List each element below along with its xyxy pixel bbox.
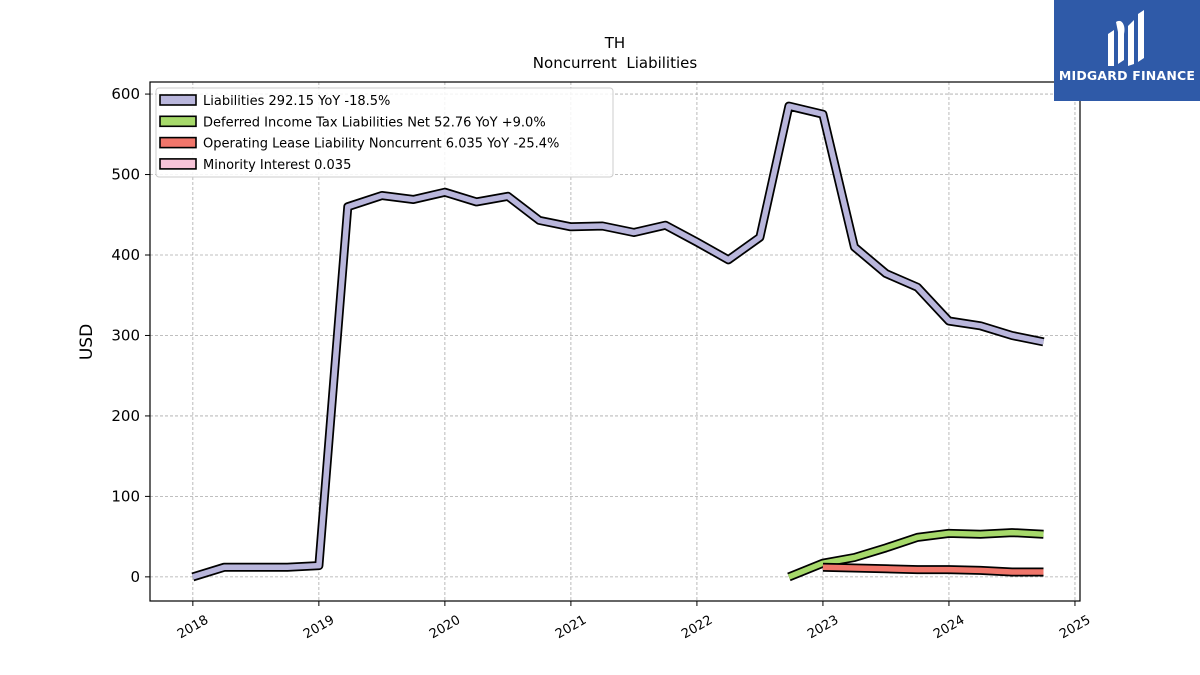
- legend-swatch: [159, 158, 197, 170]
- series-lines: [191, 101, 1045, 582]
- series-stroke: [822, 564, 1044, 575]
- legend-swatch: [159, 94, 197, 106]
- series-stroke: [191, 103, 1045, 580]
- series-line-1: [191, 101, 1045, 582]
- legend: Liabilities 292.15 YoY -18.5% Deferred In…: [155, 87, 614, 178]
- legend-label: Operating Lease Liability Noncurrent 6.0…: [203, 137, 559, 152]
- midgard-finance-logo: MIDGARD FINANCE: [1054, 0, 1200, 101]
- legend-label: Minority Interest 0.035: [203, 158, 351, 173]
- y-axis-label: USD: [77, 324, 97, 360]
- y-tick-label: 0: [130, 568, 140, 586]
- x-tick-label: 2022: [679, 613, 715, 643]
- brand-name: MIDGARD FINANCE: [1058, 68, 1196, 83]
- x-tick-label: 2025: [1057, 613, 1093, 643]
- x-tick-label: 2018: [175, 613, 211, 643]
- midgard-logo-icon: [1108, 10, 1144, 66]
- x-tick-label: 2019: [301, 613, 337, 643]
- x-tick-label: 2020: [427, 613, 463, 643]
- series-line-3: [822, 562, 1044, 577]
- legend-label: Deferred Income Tax Liabilities Net 52.7…: [203, 115, 546, 130]
- y-tick-label: 400: [111, 246, 140, 264]
- y-tick-label: 300: [111, 326, 140, 344]
- y-tick-label: 200: [111, 407, 140, 425]
- legend-swatch: [159, 136, 197, 149]
- chart-subtitle: Noncurrent Liabilities: [533, 54, 698, 72]
- x-tick-label: 2021: [553, 613, 589, 643]
- chart-title: TH: [604, 34, 625, 52]
- y-tick-label: 500: [111, 166, 140, 184]
- x-tick-label: 2024: [931, 613, 967, 643]
- series-stroke: [787, 529, 1044, 580]
- y-tick-label: 600: [111, 85, 140, 103]
- plot-frame: [149, 81, 1081, 602]
- legend-swatch: [159, 115, 197, 128]
- legend-label: Liabilities 292.15 YoY -18.5%: [203, 94, 390, 109]
- x-tick-label: 2023: [805, 613, 841, 643]
- series-line-2: [787, 528, 1044, 582]
- y-tick-label: 100: [111, 487, 140, 505]
- legend-box: [155, 87, 614, 178]
